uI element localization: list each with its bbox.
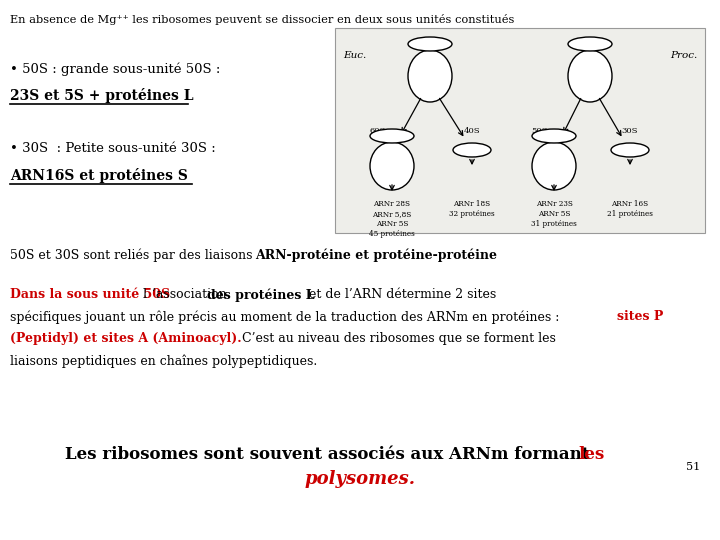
Ellipse shape (611, 143, 649, 157)
Text: • 30S  : Petite sous-unité 30S :: • 30S : Petite sous-unité 30S : (10, 142, 216, 155)
Ellipse shape (453, 143, 491, 157)
Text: Les ribosomes sont souvent associés aux ARNm formant: Les ribosomes sont souvent associés aux … (65, 446, 595, 463)
Text: (Peptidyl) et sites A (Aminoacyl).: (Peptidyl) et sites A (Aminoacyl). (10, 332, 242, 345)
Text: Proc.: Proc. (670, 51, 697, 60)
Text: sites P: sites P (617, 310, 663, 323)
Text: Dans la sous unité 50S: Dans la sous unité 50S (10, 288, 170, 301)
Text: 23S et 5S + protéines L: 23S et 5S + protéines L (10, 88, 194, 103)
Text: ARNr 5S: ARNr 5S (538, 210, 570, 218)
Text: C’est au niveau des ribosomes que se forment les: C’est au niveau des ribosomes que se for… (238, 332, 556, 345)
Text: ARNr 5S: ARNr 5S (376, 220, 408, 228)
Text: 50S: 50S (531, 127, 548, 135)
Text: 21 protéines: 21 protéines (607, 210, 653, 218)
Text: l: l (143, 288, 147, 301)
Ellipse shape (408, 37, 452, 51)
Text: 50S et 30S sont reliés par des liaisons: 50S et 30S sont reliés par des liaisons (10, 248, 256, 261)
Text: 60S: 60S (369, 127, 386, 135)
Text: ’association: ’association (152, 288, 230, 301)
Text: • 50S : grande sous-unité 50S :: • 50S : grande sous-unité 50S : (10, 62, 220, 76)
Text: polysomes.: polysomes. (305, 470, 415, 488)
Text: et de l’ARN détermine 2 sites: et de l’ARN détermine 2 sites (305, 288, 496, 301)
Text: 40S: 40S (464, 127, 480, 135)
Ellipse shape (370, 129, 414, 143)
Text: En absence de Mg⁺⁺ les ribosomes peuvent se dissocier en deux sous unités consti: En absence de Mg⁺⁺ les ribosomes peuvent… (10, 14, 514, 25)
Text: ARNr 18S: ARNr 18S (454, 200, 490, 208)
Text: ARN-protéine et protéine-protéine: ARN-protéine et protéine-protéine (255, 248, 497, 261)
Text: liaisons peptidiques en chaînes polypeptidiques.: liaisons peptidiques en chaînes polypept… (10, 354, 318, 368)
Text: spécifiques jouant un rôle précis au moment de la traduction des ARNm en protéin: spécifiques jouant un rôle précis au mom… (10, 310, 563, 323)
Ellipse shape (408, 50, 452, 102)
Text: les: les (578, 446, 604, 463)
Ellipse shape (568, 37, 612, 51)
Text: 45 protéines: 45 protéines (369, 230, 415, 238)
Text: ARNr 23S: ARNr 23S (536, 200, 572, 208)
Text: ARN16S et protéines S: ARN16S et protéines S (10, 168, 188, 183)
Text: ARNr 16S: ARNr 16S (611, 200, 649, 208)
Text: 30S: 30S (622, 127, 638, 135)
Ellipse shape (568, 50, 612, 102)
FancyBboxPatch shape (335, 28, 705, 233)
Text: ARNr 28S: ARNr 28S (374, 200, 410, 208)
Text: 80S: 80S (421, 38, 438, 47)
Text: Euc.: Euc. (343, 51, 366, 60)
Text: 32 protéines: 32 protéines (449, 210, 495, 218)
Text: des protéines L: des protéines L (207, 288, 315, 301)
Ellipse shape (532, 142, 576, 190)
Text: 70S: 70S (581, 38, 599, 47)
Ellipse shape (370, 142, 414, 190)
Text: 31 protéines: 31 protéines (531, 220, 577, 228)
Ellipse shape (532, 129, 576, 143)
Text: ARNr 5,8S: ARNr 5,8S (372, 210, 412, 218)
Text: 51: 51 (685, 462, 700, 472)
